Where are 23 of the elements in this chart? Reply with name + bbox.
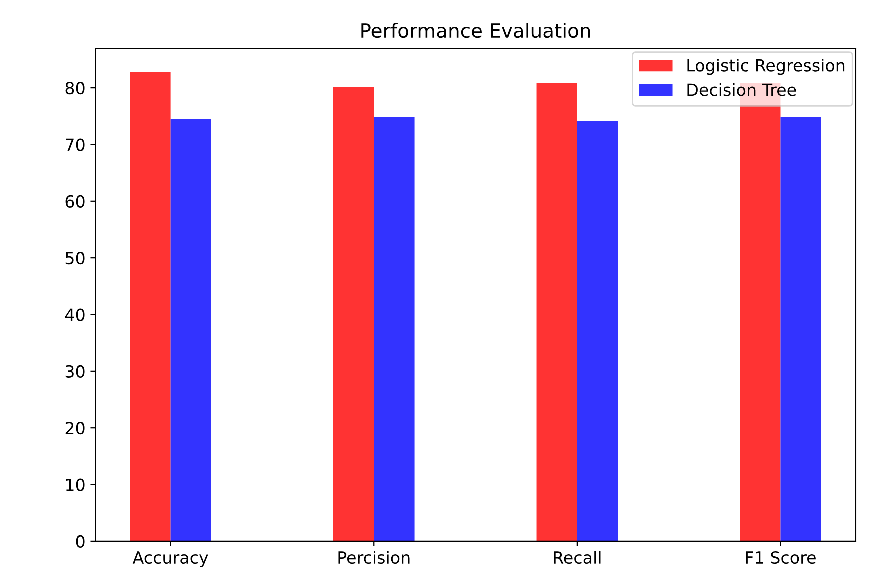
bar: [780, 116, 822, 542]
bar: [536, 82, 578, 542]
y-tick-label: 20: [66, 422, 85, 435]
x-tick-label: F1 Score: [746, 551, 816, 564]
bar: [333, 87, 374, 542]
y-tick-label: 0: [76, 535, 85, 548]
y-tick-label: 80: [66, 82, 85, 95]
bar: [130, 72, 171, 542]
y-tick-label: 10: [66, 478, 85, 492]
x-tick-label: Percision: [338, 551, 410, 564]
legend-label: Logistic Regression: [688, 58, 845, 76]
chart-title: Performance Evaluation: [362, 23, 590, 38]
bar: [577, 122, 618, 542]
legend-label: Decision Tree: [688, 83, 796, 96]
bar: [374, 116, 415, 542]
y-tick-label: 60: [66, 195, 85, 208]
x-tick-label: Accuracy: [132, 552, 208, 568]
y-tick-label: 70: [66, 138, 85, 152]
x-tick-label: Recall: [554, 551, 601, 564]
y-tick-label: 30: [66, 365, 85, 378]
bar: [170, 119, 212, 542]
y-tick-label: 50: [66, 252, 85, 265]
y-tick-label: 40: [65, 308, 85, 322]
